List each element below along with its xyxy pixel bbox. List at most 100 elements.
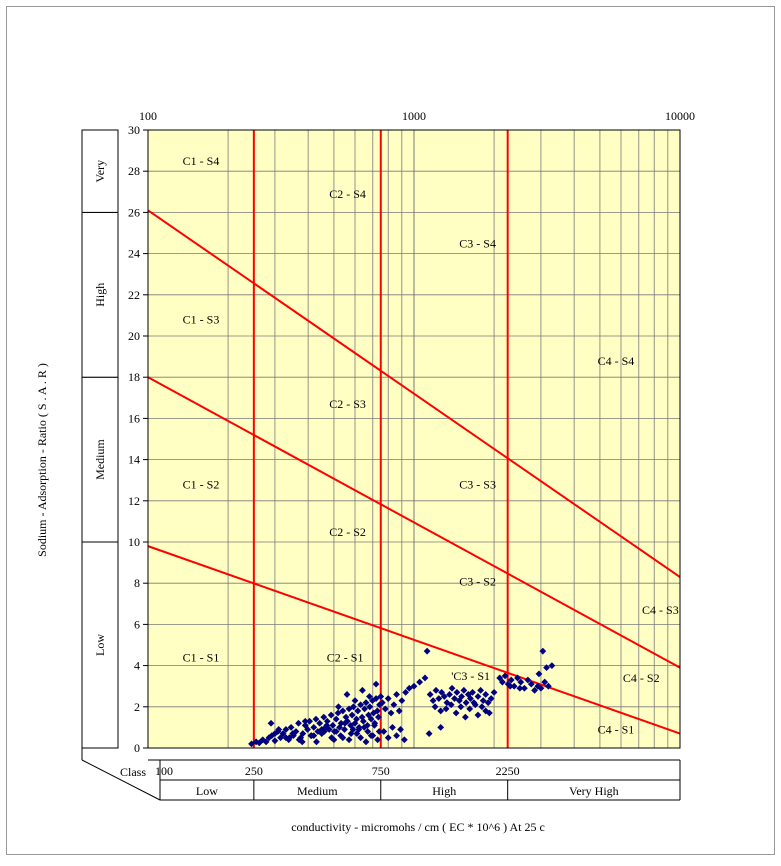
data-point [490, 688, 498, 696]
data-point [275, 726, 283, 733]
sample-points [248, 647, 556, 748]
data-point [520, 684, 528, 692]
class-boundary-lines [147, 130, 681, 748]
data-point [341, 719, 349, 727]
data-point [447, 701, 455, 709]
region-label: C4 - S4 [598, 354, 635, 368]
data-point [461, 713, 469, 721]
data-point [384, 695, 392, 702]
bottom-tick-label: 250 [245, 764, 263, 778]
data-point [501, 672, 509, 680]
data-point [353, 715, 360, 723]
grid-lines [148, 130, 680, 748]
sodium-class-label: Very [93, 160, 107, 183]
data-point [527, 680, 535, 688]
data-point [474, 711, 482, 719]
data-point [304, 726, 311, 733]
data-point [496, 674, 504, 682]
class-label: Class [120, 765, 146, 779]
data-point [299, 730, 307, 737]
data-point [517, 678, 525, 686]
sodium-class-cell [81, 129, 119, 213]
data-point [537, 684, 545, 692]
data-point [298, 738, 306, 746]
data-point [347, 730, 355, 737]
data-point [357, 701, 365, 709]
data-point [548, 662, 556, 669]
data-point [369, 732, 377, 740]
region-label: C1 - S3 [183, 313, 220, 327]
y-tick-label: 12 [128, 494, 140, 508]
region-label: C2 - S2 [329, 525, 366, 539]
data-point [381, 705, 389, 713]
sodium-class-label: Medium [93, 439, 107, 480]
data-point [429, 697, 437, 705]
data-point [374, 736, 382, 744]
data-point [301, 717, 309, 725]
data-point [282, 726, 290, 733]
data-point [482, 691, 490, 698]
y-tick-label: 22 [128, 288, 140, 302]
y-tick-label: 30 [128, 123, 140, 137]
data-point [337, 719, 345, 727]
panel-connector [81, 759, 161, 801]
x-top-tick-label: 100 [139, 109, 157, 123]
salinity-class-label: High [432, 784, 456, 798]
data-point [437, 707, 445, 715]
data-point [355, 726, 363, 733]
region-label: C3 - S3 [459, 477, 496, 491]
y-tick-label: 24 [128, 247, 140, 261]
region-label: C4 - S2 [623, 671, 660, 685]
y-tick-label: 0 [134, 741, 140, 755]
data-point [539, 647, 547, 655]
data-point [448, 684, 456, 692]
data-point [452, 709, 460, 717]
data-point [248, 740, 255, 748]
data-point [289, 730, 297, 737]
data-point [282, 734, 290, 742]
y-tick-label: 4 [134, 659, 140, 673]
sodium-boundary-line [147, 209, 681, 578]
data-point [267, 719, 275, 727]
data-point [524, 676, 532, 684]
data-point [426, 691, 434, 698]
data-point [373, 707, 381, 715]
data-point [531, 686, 538, 694]
data-point [384, 734, 392, 742]
data-point [390, 701, 398, 709]
data-point [323, 717, 331, 725]
data-point [478, 703, 486, 711]
y-tick-label: 18 [128, 370, 140, 384]
data-point [416, 678, 424, 686]
data-point [357, 734, 365, 742]
data-point [350, 703, 357, 711]
region-label: C2 - S4 [329, 187, 366, 201]
sodium-class-cell [81, 376, 119, 543]
data-point [377, 693, 385, 700]
data-point [400, 736, 408, 744]
data-point [423, 647, 431, 655]
data-point [442, 705, 450, 713]
data-point [320, 713, 328, 721]
data-point [262, 738, 270, 746]
data-point [453, 688, 461, 696]
data-point [287, 724, 295, 731]
y-tick-label: 2 [134, 700, 140, 714]
data-point [499, 678, 506, 686]
data-point [359, 686, 366, 694]
y-tick-label: 6 [134, 617, 140, 631]
data-point [393, 691, 400, 698]
data-point [514, 674, 521, 682]
y-tick-label: 8 [134, 576, 140, 590]
data-point [470, 699, 478, 707]
data-point [366, 693, 373, 700]
data-point [341, 726, 348, 733]
bottom-tick-label: 2250 [496, 764, 520, 778]
y-tick-label: 20 [128, 329, 140, 343]
data-point [351, 697, 359, 705]
sodium-boundary-line [147, 545, 681, 735]
data-point [343, 691, 351, 698]
data-point [339, 734, 347, 742]
